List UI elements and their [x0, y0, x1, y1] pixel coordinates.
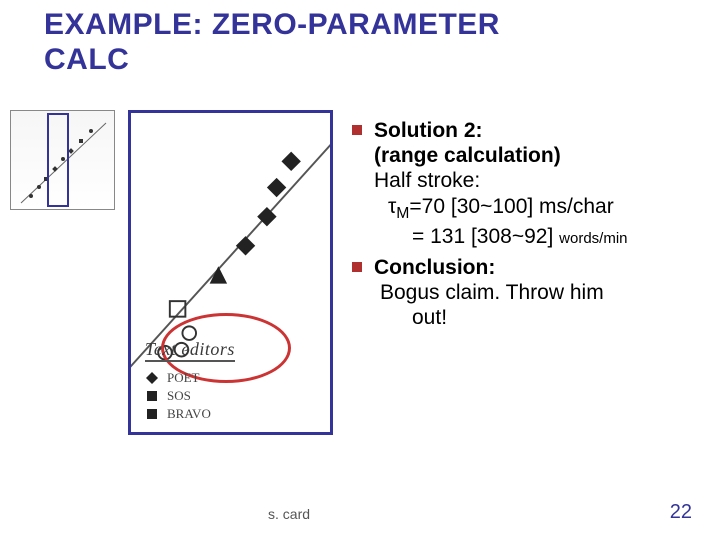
bullet-line-tau: τM=70 [30~100] ms/char	[374, 194, 710, 224]
title-line-1: EXAMPLE: ZERO-PARAMETER	[44, 8, 500, 41]
legend-label: POET	[167, 370, 200, 386]
bullet-solution-2: Solution 2: (range calculation) Half str…	[350, 118, 710, 249]
legend: Text editors POET SOS BRAVO	[145, 339, 265, 422]
legend-label: BRAVO	[167, 406, 211, 422]
thumbnail-highlight-box	[47, 113, 69, 207]
title-line-2: CALC	[44, 43, 129, 76]
bullet-line: out!	[374, 305, 710, 330]
bullet-subtitle: (range calculation)	[374, 143, 710, 168]
bullet-line: Half stroke:	[374, 168, 710, 193]
footer-author: s. card	[268, 506, 310, 522]
bullet-icon	[352, 125, 362, 135]
legend-diamond-icon	[145, 371, 159, 385]
bullet-line: Bogus claim. Throw him	[374, 280, 710, 305]
legend-row: BRAVO	[145, 406, 265, 422]
bullet-title: Solution 2:	[374, 118, 710, 143]
slide-title: EXAMPLE: ZERO-PARAMETER CALC	[44, 8, 500, 77]
bullet-list: Solution 2: (range calculation) Half str…	[350, 118, 710, 336]
legend-title: Text editors	[145, 339, 235, 362]
bullet-conclusion: Conclusion: Bogus claim. Throw him out!	[350, 255, 710, 331]
legend-row: SOS	[145, 388, 265, 404]
legend-row: POET	[145, 370, 265, 386]
legend-square-icon	[145, 407, 159, 421]
bullet-icon	[352, 262, 362, 272]
zoom-panel: Text editors POET SOS BRAVO	[128, 110, 333, 435]
bullet-title: Conclusion:	[374, 255, 710, 280]
footer-page-number: 22	[670, 501, 692, 524]
legend-square-icon	[145, 389, 159, 403]
left-graphics: Text editors POET SOS BRAVO	[10, 110, 340, 440]
thumbnail-chart	[10, 110, 115, 210]
bullet-line-words: = 131 [308~92] words/min	[374, 224, 710, 249]
legend-label: SOS	[167, 388, 191, 404]
